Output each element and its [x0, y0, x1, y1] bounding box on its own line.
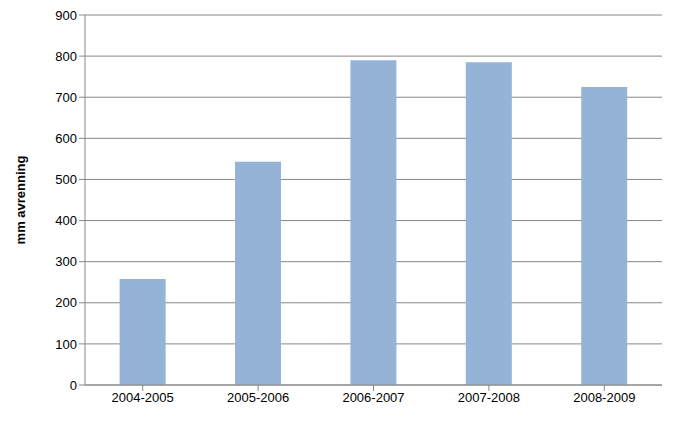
svg-text:2004-2005: 2004-2005	[112, 390, 174, 405]
svg-text:200: 200	[55, 295, 77, 310]
svg-text:mm avrenning: mm avrenning	[13, 156, 28, 245]
svg-text:2006-2007: 2006-2007	[342, 390, 404, 405]
svg-text:400: 400	[55, 213, 77, 228]
svg-text:500: 500	[55, 172, 77, 187]
svg-text:0: 0	[70, 378, 77, 393]
svg-text:2008-2009: 2008-2009	[573, 390, 635, 405]
svg-text:300: 300	[55, 254, 77, 269]
svg-text:800: 800	[55, 49, 77, 64]
svg-text:2007-2008: 2007-2008	[458, 390, 520, 405]
svg-text:2005-2006: 2005-2006	[227, 390, 289, 405]
svg-text:100: 100	[55, 337, 77, 352]
svg-text:900: 900	[55, 8, 77, 23]
svg-text:600: 600	[55, 131, 77, 146]
svg-text:700: 700	[55, 90, 77, 105]
